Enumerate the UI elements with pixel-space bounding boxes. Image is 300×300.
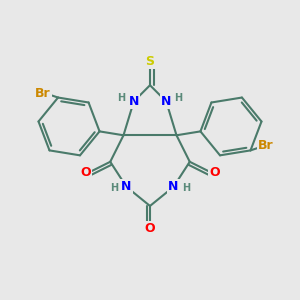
Text: S: S xyxy=(146,55,154,68)
Text: N: N xyxy=(168,180,179,193)
Text: H: H xyxy=(110,183,118,193)
Text: Br: Br xyxy=(258,140,274,152)
Text: Br: Br xyxy=(35,87,51,100)
Text: H: H xyxy=(182,183,190,193)
Text: O: O xyxy=(145,221,155,235)
Text: N: N xyxy=(161,95,171,108)
Text: N: N xyxy=(129,95,139,108)
Text: H: H xyxy=(117,93,125,103)
Text: N: N xyxy=(121,180,132,193)
Text: O: O xyxy=(209,166,220,178)
Text: H: H xyxy=(175,93,183,103)
Text: O: O xyxy=(80,166,91,178)
